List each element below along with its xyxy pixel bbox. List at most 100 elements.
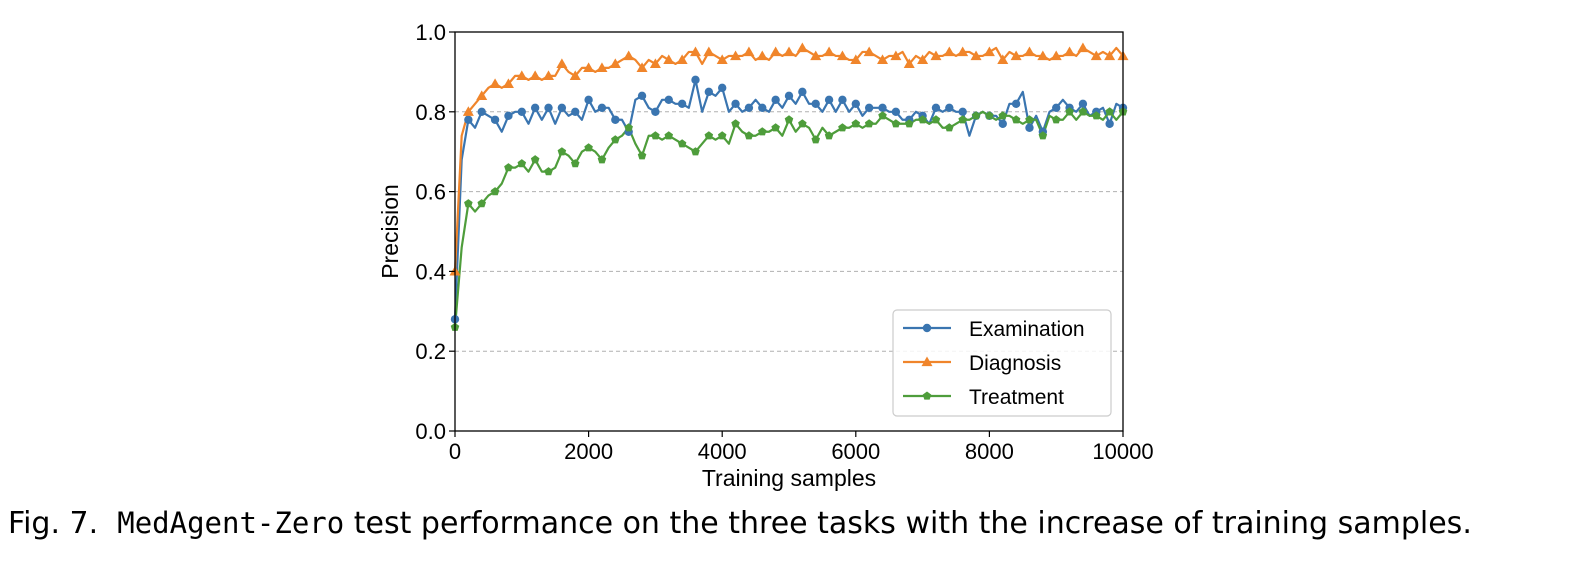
examination-point	[811, 99, 820, 109]
examination-point	[544, 103, 553, 113]
series-lines	[453, 46, 1124, 328]
treatment-point	[864, 119, 874, 128]
examination-point	[1025, 123, 1034, 132]
treatment-point	[891, 119, 901, 128]
examination-point	[891, 107, 901, 117]
x-tick-label: 8000	[965, 439, 1014, 464]
legend-label-examination: Examination	[969, 318, 1085, 341]
x-tick-label: 0	[449, 439, 461, 464]
treatment-point	[477, 199, 486, 208]
examination-point	[784, 91, 794, 101]
examination-point	[557, 103, 567, 113]
y-tick-label: 0.4	[415, 259, 446, 284]
examination-point	[691, 75, 700, 85]
diagnosis-point	[823, 46, 835, 57]
examination-point	[1105, 119, 1114, 128]
treatment-point	[691, 147, 700, 156]
legend-marker-treatment	[922, 391, 932, 400]
treatment-point	[798, 119, 807, 128]
examination-point	[677, 99, 687, 109]
examination-point	[958, 107, 967, 117]
figure-caption: Fig. 7. MedAgent-Zero test performance o…	[8, 506, 1583, 541]
treatment-point	[971, 111, 981, 120]
treatment-point	[637, 151, 647, 160]
treatment-point	[904, 119, 914, 128]
legend-marker-examination	[922, 323, 932, 333]
treatment-point	[958, 115, 967, 124]
treatment-point	[597, 155, 607, 164]
diagnosis-point	[636, 62, 648, 73]
diagnosis-point	[890, 50, 902, 61]
treatment-point	[1038, 131, 1048, 140]
treatment-point	[731, 119, 740, 128]
diagnosis-point	[1077, 42, 1089, 53]
treatment-point	[530, 155, 540, 164]
diagnosis-point	[516, 70, 528, 81]
diagnosis-point	[957, 46, 969, 57]
diagnosis-point	[462, 106, 474, 116]
axis-ticks: 0.0 0.2 0.4 0.6 0.8 1.0 0 2000 4000 6000 8000 10000	[415, 20, 1153, 464]
diagnosis-point	[917, 54, 929, 65]
treatment-point	[918, 115, 927, 124]
diagnosis-point	[970, 50, 982, 61]
treatment-point	[1078, 107, 1088, 116]
diagnosis-point	[689, 46, 701, 57]
plot-frame	[454, 31, 1124, 432]
caption-code: MedAgent-Zero	[117, 506, 345, 540]
treatment-point	[771, 123, 780, 132]
diagnosis-point	[1037, 50, 1049, 61]
diagnosis-line	[453, 46, 1124, 272]
examination-point	[945, 103, 954, 113]
treatment-point	[504, 163, 513, 172]
examination-point	[838, 95, 847, 105]
examination-point	[597, 103, 607, 113]
diagnosis-point	[943, 46, 955, 57]
treatment-point	[517, 159, 527, 168]
diagnosis-point	[1104, 50, 1116, 61]
diagnosis-point	[609, 58, 621, 69]
treatment-point	[1051, 115, 1061, 124]
diagnosis-point	[716, 54, 728, 65]
diagnosis-point	[569, 70, 581, 81]
y-tick-label: 0.2	[415, 339, 446, 364]
examination-point	[664, 95, 673, 105]
treatment-point	[1011, 115, 1021, 124]
x-tick-label: 4000	[698, 439, 747, 464]
diagnosis-point	[903, 58, 915, 69]
treatment-point	[811, 135, 820, 144]
diagnosis-point	[623, 50, 635, 61]
diagnosis-point	[556, 58, 568, 69]
legend-box	[892, 309, 1112, 417]
treatment-point	[677, 139, 687, 148]
legend-label-treatment: Treatment	[969, 386, 1064, 409]
treatment-point	[838, 123, 847, 132]
x-axis-label: Training samples	[702, 465, 876, 491]
diagnosis-point	[930, 50, 942, 61]
x-tick-label: 2000	[564, 439, 613, 464]
treatment-point	[464, 199, 473, 208]
examination-point	[490, 115, 500, 124]
diagnosis-point	[836, 50, 848, 61]
x-tick-label: 6000	[831, 439, 880, 464]
treatment-point	[744, 131, 754, 140]
treatment-point	[490, 187, 500, 196]
diagnosis-point	[863, 46, 875, 57]
caption-text: test performance on the three tasks with…	[353, 506, 1472, 541]
diagnosis-point	[476, 90, 488, 100]
treatment-point	[557, 147, 567, 156]
diagnosis-point	[543, 70, 555, 81]
treatment-point	[985, 111, 994, 120]
diagnosis-point	[796, 42, 808, 53]
examination-point	[530, 103, 540, 113]
treatment-point	[784, 115, 794, 124]
treatment-point	[1065, 107, 1074, 116]
treatment-point	[570, 159, 580, 168]
diagnosis-point	[649, 58, 661, 69]
treatment-point	[931, 115, 941, 124]
diagnosis-point	[877, 54, 889, 65]
treatment-point	[704, 131, 714, 140]
examination-point	[704, 87, 714, 97]
diagnosis-point	[743, 46, 755, 57]
treatment-point	[824, 131, 834, 140]
treatment-point	[878, 111, 887, 120]
